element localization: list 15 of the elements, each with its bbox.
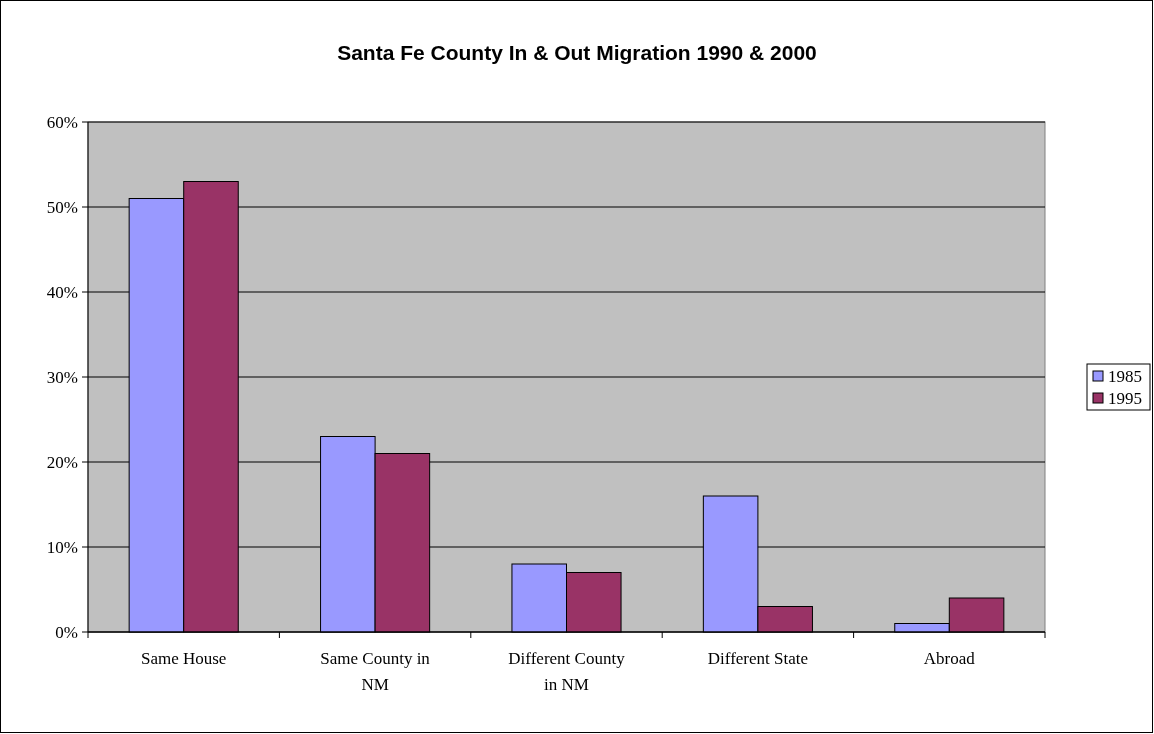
- chart-title: Santa Fe County In & Out Migration 1990 & 2000: [337, 41, 817, 64]
- y-tick-label: 0%: [55, 622, 78, 642]
- y-tick-label: 10%: [46, 537, 78, 557]
- y-tick-label: 60%: [46, 112, 78, 132]
- legend-label: 1995: [1108, 388, 1142, 408]
- y-tick-label: 40%: [46, 282, 78, 302]
- y-tick-label: 50%: [46, 197, 78, 217]
- legend-label: 1985: [1108, 366, 1142, 386]
- x-tick-label: Same County in NM: [320, 649, 431, 694]
- y-tick-label: 20%: [46, 452, 78, 472]
- x-tick-label: Same House: [140, 649, 227, 668]
- x-tick-label: Abroad: [923, 649, 976, 668]
- x-tick-label: Different State: [707, 649, 809, 668]
- y-tick-label: 30%: [46, 367, 78, 387]
- x-tick-label: Different County in NM: [508, 649, 626, 694]
